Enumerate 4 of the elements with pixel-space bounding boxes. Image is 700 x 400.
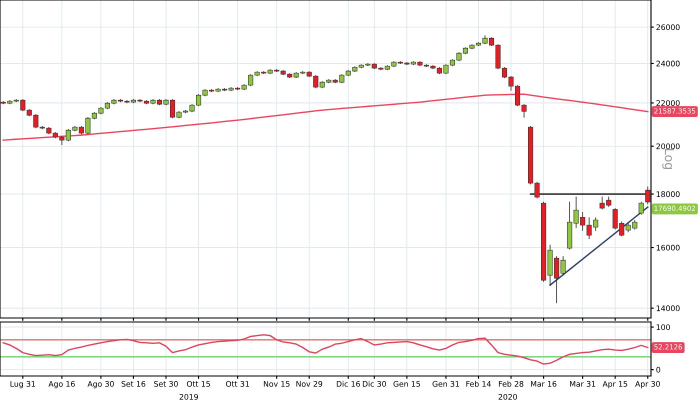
candlestick	[638, 201, 644, 216]
y-axis-title: Log	[662, 149, 674, 170]
line-series	[2, 334, 648, 365]
line-series	[2, 93, 648, 141]
